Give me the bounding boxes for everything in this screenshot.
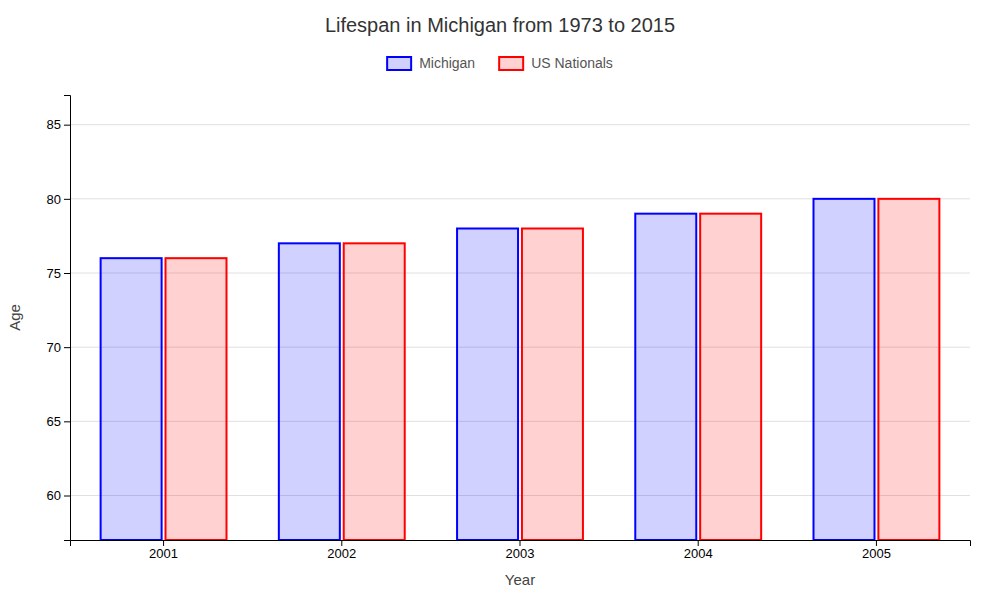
title: Lifespan in Michigan from 1973 to 2015 [325,14,675,36]
grid-line [70,124,970,125]
bar [344,243,405,540]
bar [700,214,761,540]
x-tick-mark [520,540,521,546]
y-tick: 60 [47,488,70,503]
bar [279,243,340,540]
y-tick-label: 85 [47,117,61,132]
y-tick-mark [64,496,70,497]
x-axis-line [71,541,971,547]
y-tick-label: 75 [47,266,61,281]
legend-label: Michigan [419,55,475,71]
legend-swatch [499,57,523,70]
x-tick-mark [876,540,877,546]
y-axis-title: Age [6,304,23,331]
plot: 2001 2002 2003 2004 2005 60 65 70 75 80 85 Year Age [6,96,971,589]
bar [522,229,583,541]
legend-label: US Nationals [531,55,613,71]
x-tick-mark [341,540,342,546]
y-tick-mark [64,125,70,126]
x-tick: 2004 [684,540,713,561]
y-tick-mark [64,199,70,200]
legend-item: US Nationals [499,55,613,71]
x-tick-label: 2001 [149,546,178,561]
bar [813,199,874,540]
x-tick-label: 2004 [684,546,713,561]
x-tick-mark [698,540,699,546]
y-tick-label: 65 [47,414,61,429]
x-tick-label: 2003 [506,546,535,561]
series [101,199,875,540]
x-axis-title: Year [505,571,535,588]
y-tick: 75 [47,266,70,281]
y-tick: 85 [47,117,70,132]
y-tick: 65 [47,414,70,429]
y-axis-line [64,96,71,541]
y-tick-label: 70 [47,340,61,355]
x-tick-mark [163,540,164,546]
x-axis: 2001 2002 2003 2004 2005 [71,540,971,561]
x-tick: 2003 [506,540,535,561]
bar [101,258,162,540]
x-tick: 2005 [862,540,891,561]
x-tick-label: 2002 [327,546,356,561]
y-tick-mark [64,421,70,422]
bar [878,199,939,540]
y-tick: 80 [47,191,70,206]
series [166,199,940,540]
chart: Lifespan in Michigan from 1973 to 2015 20… [0,0,1000,600]
x-tick-label: 2005 [862,546,891,561]
marks [101,199,940,540]
bar [457,229,518,541]
y-tick-mark [64,347,70,348]
legend-item: Michigan [387,55,475,71]
legend-swatch [387,57,411,70]
y-tick-label: 60 [47,488,61,503]
x-tick: 2001 [149,540,178,561]
y-tick-mark [64,273,70,274]
y-tick: 70 [47,340,70,355]
bar [166,258,227,540]
bar [635,214,696,540]
y-axis: 60 65 70 75 80 85 [47,96,71,541]
legend: Michigan US Nationals [387,55,613,71]
x-tick: 2002 [327,540,356,561]
y-tick-label: 80 [47,191,61,206]
